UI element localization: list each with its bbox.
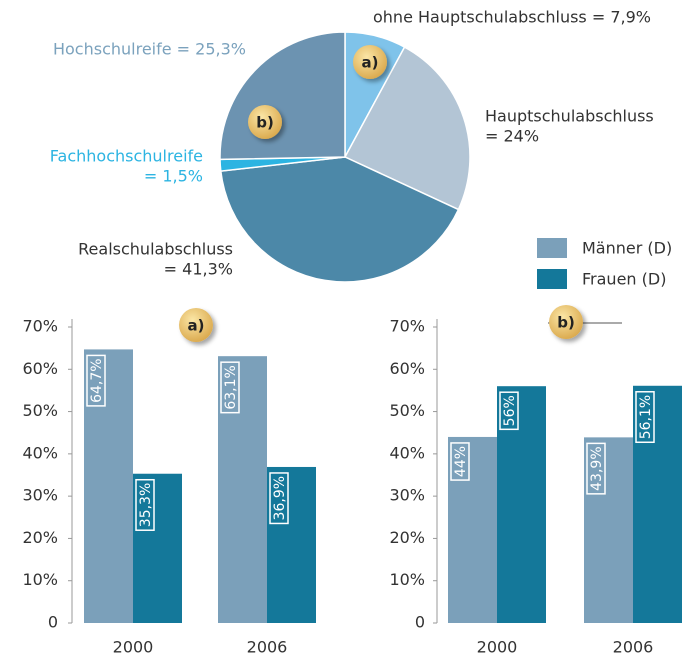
badge: a): [353, 45, 387, 79]
x-tick-label: 2000: [477, 638, 518, 657]
y-tick-label: 70%: [22, 317, 58, 336]
y-tick-label: 40%: [22, 443, 58, 462]
badge: a): [179, 308, 213, 342]
y-tick-label: 30%: [22, 486, 58, 505]
value-label: 43,9%: [589, 446, 605, 490]
bar: [448, 436, 497, 623]
value-label-box: [220, 361, 240, 414]
badge-circle: [353, 45, 387, 79]
slice-label: = 41,3%: [164, 260, 233, 279]
value-label: 56,1%: [638, 395, 654, 439]
badge-circle: [248, 105, 282, 139]
pie-slice: [343, 46, 471, 211]
slice-label: ohne Hauptschulabschluss = 7,9%: [373, 8, 651, 27]
badge-label: b): [256, 114, 274, 132]
value-label-group: 35,3%: [135, 478, 155, 531]
value-label: 63,1%: [223, 365, 239, 409]
value-label-box: [269, 472, 289, 525]
value-label: 35,3%: [138, 483, 154, 527]
slice-label: Realschulabschluss: [78, 240, 233, 259]
badge-label: a): [188, 317, 205, 335]
badge: b): [549, 305, 583, 339]
badge-label: a): [362, 54, 379, 72]
slice-label: = 24%: [485, 127, 539, 146]
badge: b): [248, 105, 282, 139]
slice-label: Hauptschulabschluss: [485, 107, 654, 126]
y-tick-label: 70%: [389, 317, 425, 336]
badge-label: b): [557, 314, 575, 332]
value-label-box: [586, 442, 606, 495]
bar: [218, 356, 267, 623]
legend-label: Männer (D): [582, 239, 672, 258]
y-tick-label: 60%: [389, 359, 425, 378]
value-label-group: 63,1%: [220, 361, 240, 414]
y-tick-label: 60%: [22, 359, 58, 378]
value-label-group: 56%: [499, 391, 519, 431]
x-tick-label: 2006: [613, 638, 654, 657]
x-tick-label: 2000: [113, 638, 154, 657]
bar: [84, 349, 133, 623]
y-tick-label: 10%: [22, 570, 58, 589]
value-label-box: [635, 391, 655, 444]
y-tick-label: 0: [415, 613, 425, 632]
value-label-group: 43,9%: [586, 442, 606, 495]
value-label: 64,7%: [89, 358, 105, 402]
y-tick-label: 0: [48, 613, 58, 632]
value-label-box: [86, 354, 106, 407]
value-label: 56%: [502, 395, 518, 426]
pie-slice: [219, 156, 460, 283]
bar: [267, 466, 316, 623]
slice-label: Fachhochschulreife: [50, 147, 203, 166]
x-tick-label: 2006: [247, 638, 288, 657]
slice-label: = 1,5%: [144, 167, 203, 186]
value-label-group: 64,7%: [86, 354, 106, 407]
slice-label: Hochschulreife = 25,3%: [53, 40, 246, 59]
value-label-box: [499, 391, 519, 431]
bar: [633, 385, 682, 623]
bar: [497, 386, 546, 623]
legend-label: Frauen (D): [582, 270, 666, 289]
value-label: 36,9%: [272, 476, 288, 520]
y-tick-label: 10%: [389, 570, 425, 589]
bar: [133, 473, 182, 623]
y-tick-label: 50%: [389, 401, 425, 420]
value-label-box: [450, 442, 470, 481]
value-label-group: 44%: [450, 442, 470, 481]
y-tick-label: 20%: [22, 528, 58, 547]
value-label: 44%: [453, 446, 469, 477]
badge-circle: [549, 305, 583, 339]
y-tick-label: 20%: [389, 528, 425, 547]
legend-swatch: [537, 238, 567, 258]
y-tick-label: 30%: [389, 486, 425, 505]
value-label-group: 56,1%: [635, 391, 655, 444]
bar: [584, 437, 633, 623]
badge-circle: [179, 308, 213, 342]
legend-swatch: [537, 269, 567, 289]
y-tick-label: 50%: [22, 401, 58, 420]
value-label-group: 36,9%: [269, 472, 289, 525]
value-label-box: [135, 478, 155, 531]
y-tick-label: 40%: [389, 443, 425, 462]
